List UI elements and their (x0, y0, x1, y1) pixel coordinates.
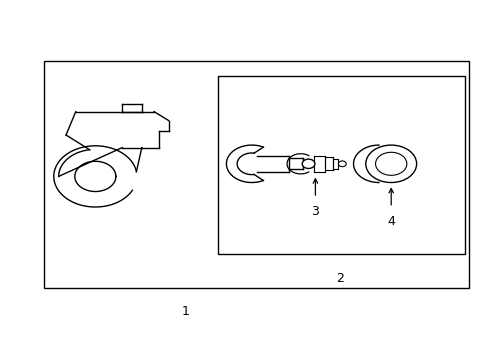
Text: 4: 4 (386, 215, 394, 228)
Text: 1: 1 (182, 305, 189, 318)
Circle shape (365, 145, 416, 183)
Bar (44, 61, 468, 288)
Text: 2: 2 (335, 273, 343, 285)
Bar (217, 76, 464, 254)
Circle shape (302, 159, 314, 168)
Text: 3: 3 (311, 205, 319, 218)
Circle shape (375, 152, 406, 175)
Circle shape (338, 161, 346, 167)
